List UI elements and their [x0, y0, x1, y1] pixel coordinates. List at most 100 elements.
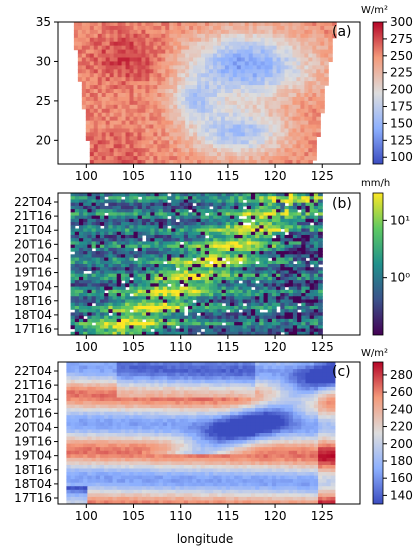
heat-cell — [137, 125, 142, 130]
heat-cell — [100, 366, 105, 370]
heat-cell — [157, 54, 162, 59]
heat-cell — [213, 117, 218, 122]
heat-cell — [134, 148, 139, 153]
heat-cell — [281, 140, 286, 145]
heat-cell — [94, 42, 99, 47]
heat-cell — [300, 61, 305, 66]
heat-cell — [209, 109, 214, 114]
heat-cell — [181, 101, 186, 106]
heat-cell — [229, 34, 234, 39]
heat-cell — [273, 22, 278, 27]
heat-cell — [149, 113, 154, 118]
heat-cell — [126, 81, 131, 86]
heat-cell — [126, 22, 131, 27]
heat-cell — [201, 34, 206, 39]
heat-cell — [305, 362, 310, 366]
heat-cell — [189, 132, 194, 137]
heat-cell — [277, 97, 282, 102]
heat-cell — [289, 366, 294, 370]
heat-cell — [241, 46, 246, 51]
heat-cell — [259, 306, 264, 310]
heat-cell — [98, 58, 103, 63]
heat-cell — [253, 148, 258, 153]
heat-cell — [157, 105, 162, 110]
heat-cell — [245, 125, 250, 130]
heat-cell — [285, 283, 290, 287]
heat-cell — [257, 30, 262, 35]
heat-cell — [118, 144, 123, 149]
heat-cell — [296, 46, 301, 51]
heat-cell — [106, 34, 111, 39]
heat-cell — [213, 69, 218, 74]
heat-cell — [74, 34, 79, 39]
heat-cell — [102, 113, 107, 118]
heat-cell — [126, 89, 131, 94]
heat-cell — [233, 65, 238, 70]
heat-cell — [265, 97, 270, 102]
heat-cell — [296, 105, 301, 110]
heat-cell — [110, 121, 115, 126]
heat-cell — [106, 121, 111, 126]
heat-cell — [181, 34, 186, 39]
heat-cell — [110, 77, 115, 82]
heat-cell — [229, 156, 234, 161]
heat-cell — [145, 113, 150, 118]
heat-cell — [110, 38, 115, 43]
heat-cell — [177, 34, 182, 39]
heat-cell — [257, 121, 262, 126]
heat-cell — [181, 85, 186, 90]
heat-cell — [197, 85, 202, 90]
heat-cell — [169, 132, 174, 137]
heat-cell — [193, 65, 198, 70]
heat-cell — [145, 26, 150, 31]
heat-cell — [326, 366, 331, 370]
heat-cell — [173, 132, 178, 137]
heat-cell — [165, 50, 170, 55]
heat-cell — [173, 105, 178, 110]
heat-cell — [217, 101, 222, 106]
heat-cell — [169, 50, 174, 55]
heat-cell — [86, 61, 91, 66]
heat-cell — [249, 42, 254, 47]
heat-cell — [122, 113, 127, 118]
panel-b-heatmap — [71, 193, 323, 336]
heat-cell — [312, 85, 317, 90]
heat-cell — [83, 366, 88, 370]
y-tick-label: 17T16 — [14, 322, 52, 336]
heat-cell — [225, 129, 230, 134]
heat-cell — [205, 97, 210, 102]
heat-cell — [237, 85, 242, 90]
heat-cell — [233, 148, 238, 153]
heat-cell — [247, 219, 252, 223]
heat-cell — [205, 109, 210, 114]
heat-cell — [328, 46, 333, 51]
heat-cell — [209, 144, 214, 149]
heat-cell — [241, 42, 246, 47]
heat-cell — [245, 54, 250, 59]
heat-cell — [177, 58, 182, 63]
heat-cell — [285, 199, 290, 203]
heat-cell — [181, 105, 186, 110]
heat-cell — [233, 125, 238, 130]
heat-cell — [114, 140, 119, 145]
heat-cell — [153, 81, 158, 86]
heat-cell — [217, 148, 222, 153]
heat-cell — [126, 113, 131, 118]
heat-cell — [296, 101, 301, 106]
heat-cell — [312, 93, 317, 98]
heat-cell — [145, 58, 150, 63]
x-tick-label: 120 — [264, 340, 287, 354]
heat-cell — [118, 105, 123, 110]
heat-cell — [126, 58, 131, 63]
heat-cell — [316, 101, 321, 106]
heat-cell — [308, 156, 313, 161]
heat-cell — [114, 50, 119, 55]
heat-cell — [320, 46, 325, 51]
heat-cell — [288, 85, 293, 90]
heat-cell — [193, 148, 198, 153]
heat-cell — [126, 121, 131, 126]
heat-cell — [175, 362, 180, 366]
heat-cell — [265, 129, 270, 134]
